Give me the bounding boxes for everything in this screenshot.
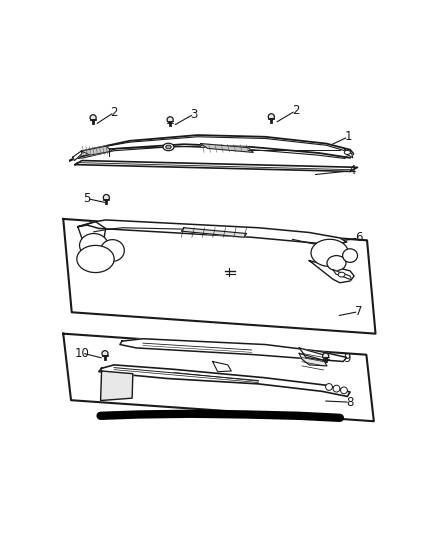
Text: 2: 2 xyxy=(110,106,118,119)
Text: 1: 1 xyxy=(345,130,352,143)
Text: 8: 8 xyxy=(346,395,354,409)
Polygon shape xyxy=(201,143,253,152)
Text: 10: 10 xyxy=(74,346,89,360)
Ellipse shape xyxy=(101,240,124,261)
Polygon shape xyxy=(299,353,327,366)
Text: 9: 9 xyxy=(343,352,350,365)
Polygon shape xyxy=(78,220,346,245)
Text: 4: 4 xyxy=(348,164,356,177)
Circle shape xyxy=(341,387,347,394)
Ellipse shape xyxy=(102,351,108,357)
Polygon shape xyxy=(78,222,106,253)
Ellipse shape xyxy=(327,256,346,271)
Polygon shape xyxy=(181,228,247,237)
Text: 2: 2 xyxy=(292,104,300,117)
Polygon shape xyxy=(99,365,350,397)
Ellipse shape xyxy=(268,114,274,120)
Ellipse shape xyxy=(338,272,345,277)
Polygon shape xyxy=(63,334,374,421)
Polygon shape xyxy=(212,361,231,372)
Ellipse shape xyxy=(103,195,110,200)
Polygon shape xyxy=(120,339,346,361)
Ellipse shape xyxy=(311,239,348,266)
Text: 3: 3 xyxy=(190,108,198,120)
Ellipse shape xyxy=(163,143,174,151)
Polygon shape xyxy=(81,146,113,155)
Polygon shape xyxy=(333,270,352,280)
Ellipse shape xyxy=(166,145,171,149)
Polygon shape xyxy=(309,261,354,282)
Text: 7: 7 xyxy=(355,305,362,318)
Circle shape xyxy=(325,384,332,390)
Polygon shape xyxy=(101,371,133,400)
Polygon shape xyxy=(345,150,353,158)
Ellipse shape xyxy=(80,233,108,257)
Ellipse shape xyxy=(322,353,328,359)
Ellipse shape xyxy=(77,245,114,272)
Ellipse shape xyxy=(167,117,173,123)
Polygon shape xyxy=(299,348,326,361)
Polygon shape xyxy=(75,160,357,172)
Polygon shape xyxy=(73,151,82,160)
Circle shape xyxy=(333,385,340,392)
Ellipse shape xyxy=(343,249,357,262)
Text: 6: 6 xyxy=(355,231,362,245)
Ellipse shape xyxy=(344,150,350,155)
Ellipse shape xyxy=(90,115,96,121)
Polygon shape xyxy=(70,135,353,160)
Polygon shape xyxy=(63,219,375,334)
Text: 5: 5 xyxy=(83,192,91,205)
